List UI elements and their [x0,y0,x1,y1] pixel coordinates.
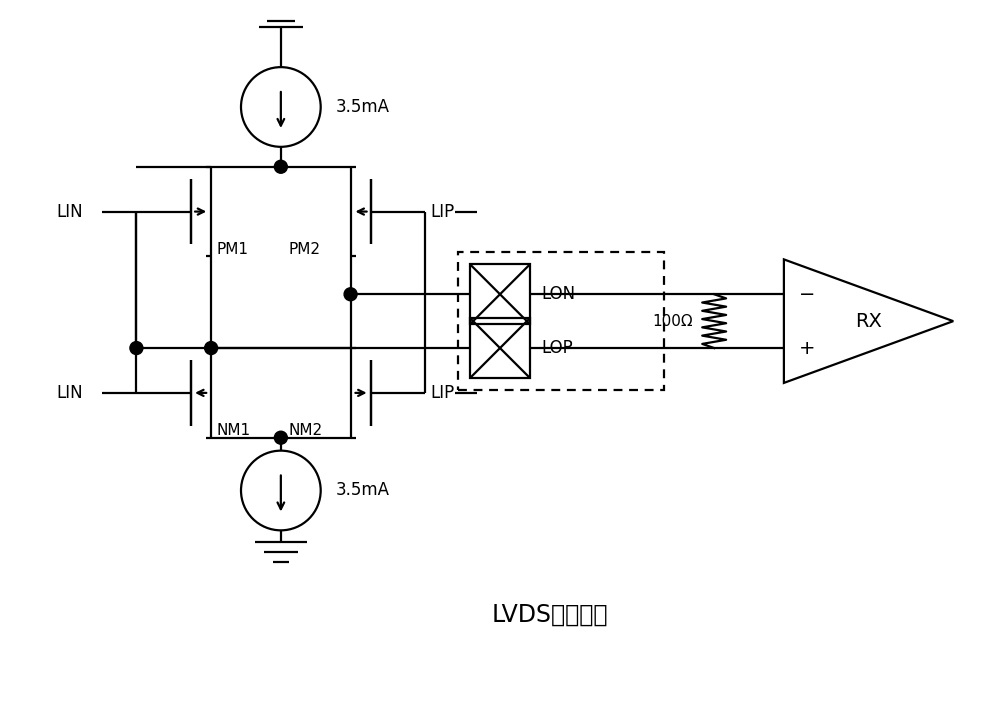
Text: LIP: LIP [430,203,455,221]
Text: LIN: LIN [57,384,83,402]
Text: −: − [799,285,815,304]
Text: LVDS驱动电路: LVDS驱动电路 [492,603,608,627]
Bar [470,318,530,378]
Circle shape [274,160,287,173]
Text: RX: RX [855,311,882,331]
Text: LON: LON [542,286,576,304]
Text: NM1: NM1 [216,423,250,438]
Bar [470,265,530,324]
Text: LIN: LIN [57,203,83,221]
Circle shape [205,342,218,355]
Text: LOP: LOP [542,339,574,357]
Text: +: + [799,339,815,358]
Text: NM2: NM2 [289,423,323,438]
Circle shape [130,342,143,355]
Circle shape [344,288,357,301]
Bar [458,252,664,390]
Circle shape [274,431,287,444]
Text: 3.5mA: 3.5mA [336,98,390,116]
Text: LIP: LIP [430,384,455,402]
Text: 100Ω: 100Ω [652,314,693,329]
Text: PM1: PM1 [216,242,248,257]
Text: 3.5mA: 3.5mA [336,482,390,500]
Text: PM2: PM2 [289,242,321,257]
